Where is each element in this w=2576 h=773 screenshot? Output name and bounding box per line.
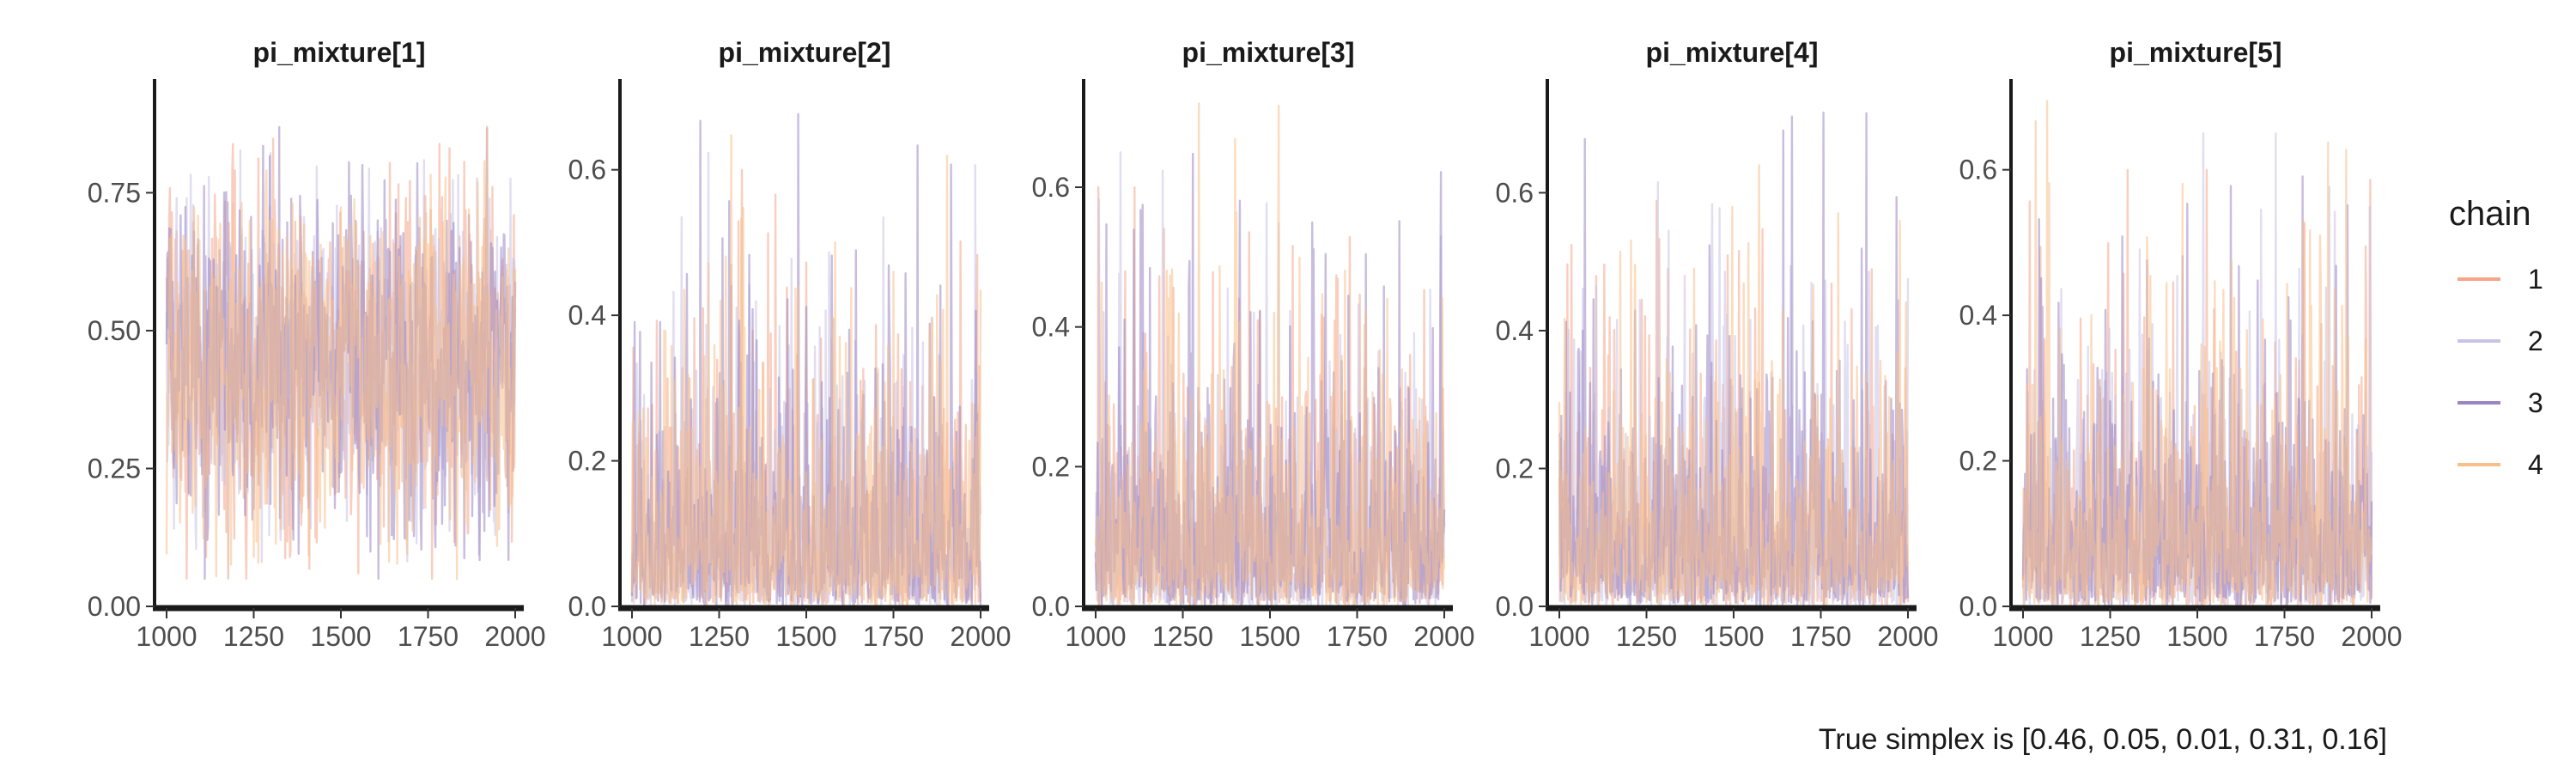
x-tick-label: 1250 [1616, 621, 1677, 652]
legend-entry-1: 1 [2458, 264, 2543, 295]
legend-label: 1 [2528, 264, 2543, 295]
x-tick-label: 1750 [2254, 621, 2315, 652]
panel-1: pi_mixture[1] 0.00 0.25 0.50 0.75 1000 1250 150… [88, 37, 546, 652]
panel-title: pi_mixture[2] [719, 37, 891, 68]
traces [630, 113, 982, 608]
x-tick-label: 2000 [2341, 621, 2402, 652]
x-tick-label: 1000 [1992, 621, 2053, 652]
y-tick-label: 0.2 [568, 446, 606, 477]
x-tick-label: 1750 [398, 621, 459, 652]
y-tick-label: 0.25 [88, 453, 141, 484]
legend-entry-4: 4 [2458, 449, 2543, 480]
x-tick-label: 1000 [136, 621, 197, 652]
trace-chain-4 [630, 134, 982, 608]
x-tick-label: 2000 [950, 621, 1011, 652]
x-tick-label: 1500 [1239, 621, 1300, 652]
legend-title: chain [2449, 195, 2531, 233]
x-tick-label: 1500 [310, 621, 371, 652]
y-tick-label: 0.0 [1032, 591, 1070, 622]
y-tick-label: 0.6 [1959, 155, 1997, 186]
x-tick-label: 1750 [1790, 621, 1851, 652]
y-tick-label: 0.50 [88, 315, 141, 346]
panel-title: pi_mixture[5] [2110, 37, 2282, 68]
y-tick-label: 0.0 [1496, 591, 1534, 622]
legend-entries: 1 2 3 4 [2458, 264, 2543, 480]
panel-2: pi_mixture[2] 0.0 0.2 0.4 0.6 1000 1250 1500 175… [568, 37, 1012, 652]
caption: True simplex is [0.46, 0.05, 0.01, 0.31,… [1819, 723, 2387, 756]
x-tick-label: 1000 [1528, 621, 1589, 652]
x-tick-label: 1250 [223, 621, 284, 652]
x-tick-label: 1500 [2166, 621, 2227, 652]
y-tick-label: 0.4 [1496, 315, 1534, 346]
x-tick-label: 2000 [484, 621, 545, 652]
panel-5: pi_mixture[5] 0.0 0.2 0.4 0.6 1000 1250 1500 175… [1959, 37, 2403, 652]
traces [1558, 111, 1910, 608]
legend-entry-3: 3 [2458, 387, 2543, 418]
y-tick-label: 0.75 [88, 177, 141, 208]
y-tick-label: 0.6 [568, 155, 606, 186]
x-tick-label: 1500 [775, 621, 836, 652]
x-tick-label: 1250 [689, 621, 750, 652]
panel-3: pi_mixture[3] 0.0 0.2 0.4 0.6 1000 1250 1500 175… [1032, 37, 1475, 652]
trace-chain-4 [1094, 102, 1446, 607]
x-tick-label: 2000 [1877, 621, 1938, 652]
x-tick-label: 1000 [1065, 621, 1126, 652]
traces [165, 125, 517, 581]
panel-title: pi_mixture[4] [1646, 37, 1819, 68]
legend-entry-2: 2 [2458, 326, 2543, 356]
y-tick-label: 0.0 [1959, 591, 1997, 622]
panel-title: pi_mixture[3] [1182, 37, 1355, 68]
y-tick-label: 0.4 [1959, 300, 1997, 331]
y-tick-label: 0.6 [1496, 177, 1534, 208]
panel-4: pi_mixture[4] 0.0 0.2 0.4 0.6 1000 1250 1500 175… [1496, 37, 1939, 652]
legend-label: 4 [2528, 449, 2543, 480]
y-tick-label: 0.2 [1959, 446, 1997, 477]
legend-label: 3 [2528, 387, 2543, 418]
y-tick-label: 0.2 [1032, 451, 1070, 482]
legend-label: 2 [2528, 326, 2543, 356]
y-tick-label: 0.0 [568, 591, 606, 622]
y-tick-label: 0.6 [1032, 172, 1070, 203]
x-tick-label: 1000 [601, 621, 662, 652]
panels-group: pi_mixture[1] 0.00 0.25 0.50 0.75 1000 1250 150… [88, 37, 2403, 652]
traces [1094, 102, 1446, 608]
x-tick-label: 1250 [2080, 621, 2141, 652]
trace-chain-4 [2021, 100, 2373, 607]
trace-chain-4 [165, 125, 517, 581]
y-tick-label: 0.4 [568, 300, 606, 331]
x-tick-label: 1750 [1327, 621, 1388, 652]
chain-legend: chain 1 2 3 4 [2449, 195, 2543, 480]
panel-title: pi_mixture[1] [253, 37, 426, 68]
x-tick-label: 1250 [1152, 621, 1213, 652]
y-tick-label: 0.2 [1496, 453, 1534, 484]
y-tick-label: 0.4 [1032, 312, 1070, 343]
y-tick-label: 0.00 [88, 591, 141, 622]
x-tick-label: 2000 [1413, 621, 1474, 652]
trace-chain-4 [1558, 164, 1910, 607]
x-tick-label: 1500 [1703, 621, 1764, 652]
x-tick-label: 1750 [863, 621, 924, 652]
